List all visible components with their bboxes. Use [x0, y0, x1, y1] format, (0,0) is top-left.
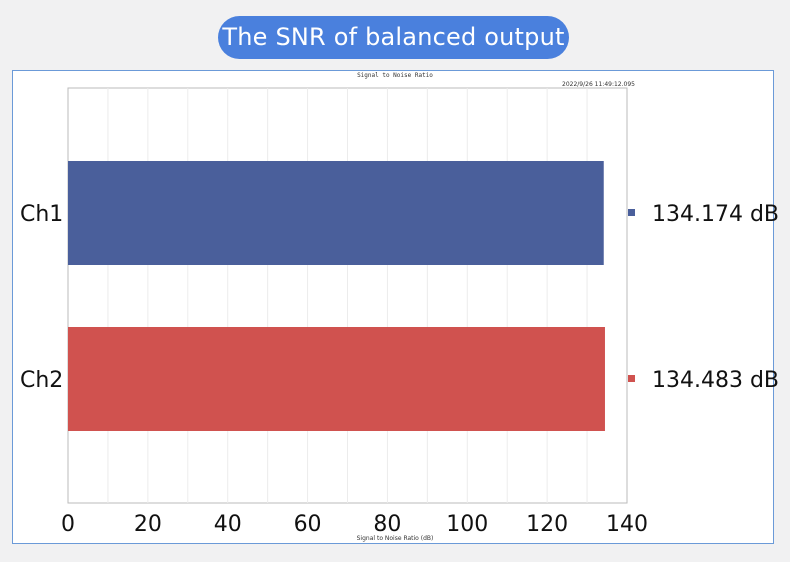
- value-label: 134.174 dB: [652, 202, 779, 227]
- page-title: The SNR of balanced output: [218, 16, 569, 59]
- bar-ch1: [68, 161, 604, 265]
- bars: [68, 161, 605, 431]
- legend-swatch: [628, 375, 635, 382]
- bar-ch2: [68, 327, 605, 431]
- x-tick-label: 100: [446, 512, 488, 537]
- x-tick-labels: 0 20 40 60 80 100 120 140: [61, 512, 648, 537]
- category-label: Ch2: [20, 368, 63, 393]
- value-label: 134.483 dB: [652, 368, 779, 393]
- category-label: Ch1: [20, 202, 63, 227]
- value-legend: 134.174 dB 134.483 dB: [628, 202, 779, 393]
- x-tick-label: 60: [294, 512, 322, 537]
- grid-lines: [107, 88, 588, 503]
- chart-timestamp: 2022/9/26 11:49:12.095: [562, 81, 635, 88]
- x-tick-label: 120: [526, 512, 568, 537]
- legend-swatch: [628, 209, 635, 216]
- x-axis-label: Signal to Noise Ratio (dB): [356, 535, 434, 542]
- x-tick-label: 140: [606, 512, 648, 537]
- x-tick-label: 20: [134, 512, 162, 537]
- y-category-labels: Ch1 Ch2: [20, 202, 63, 393]
- x-tick-label: 80: [373, 512, 401, 537]
- x-tick-label: 40: [214, 512, 242, 537]
- x-tick-label: 0: [61, 512, 75, 537]
- chart-title: Signal to Noise Ratio: [357, 72, 433, 79]
